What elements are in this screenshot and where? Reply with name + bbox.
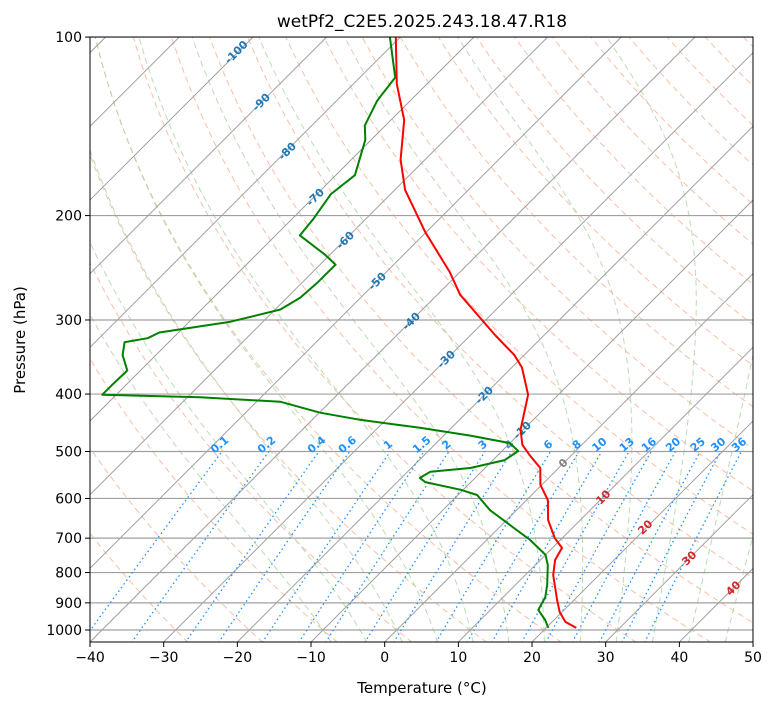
y-axis-label: Pressure (hPa) [11, 286, 29, 394]
isotherm [0, 37, 253, 642]
dry-adiabat [438, 37, 775, 643]
profiles [102, 37, 576, 628]
dry-adiabat [133, 37, 636, 643]
y-tick-label: 800 [55, 566, 82, 582]
mixing-ratio-line [132, 452, 269, 643]
dry-adiabat [515, 37, 775, 643]
isotherm [163, 37, 768, 642]
moist-adiabat [59, 37, 403, 643]
dry-adiabat [705, 37, 775, 643]
x-tick-label: 50 [744, 650, 762, 666]
isotherm [0, 37, 327, 642]
dry-adiabat [171, 37, 711, 643]
plot-frame [90, 37, 753, 642]
background-lines [0, 37, 775, 643]
mixing-ratio-line [365, 452, 485, 643]
x-tick-label: 0 [380, 650, 389, 666]
mixing-ratio-line [599, 452, 700, 643]
mixing-ratio-label: 6 [541, 437, 555, 452]
dry-adiabat [19, 37, 413, 643]
dry-adiabat [0, 37, 338, 643]
x-tick-label: −40 [75, 650, 105, 666]
x-tick-label: 30 [597, 650, 615, 666]
x-tick-label: −30 [149, 650, 179, 666]
x-tick-label: 20 [523, 650, 541, 666]
isotherm [384, 37, 775, 642]
temperature-profile [396, 37, 577, 628]
y-tick-label: 300 [55, 313, 82, 329]
moist-adiabat [27, 37, 367, 643]
y-tick-label: 700 [55, 531, 82, 547]
adiabat-label: 20 [635, 517, 655, 537]
moist-adiabat [95, 37, 438, 643]
dry-adiabat [0, 37, 263, 643]
mixing-ratio-line [572, 452, 675, 643]
y-tick-label: 200 [55, 209, 82, 225]
y-tick-label: 500 [55, 445, 82, 461]
moist-adiabat [139, 37, 474, 643]
y-tick-label: 400 [55, 387, 82, 403]
adiabat-label: -60 [334, 228, 357, 251]
dry-adiabat [553, 37, 775, 643]
moist-adiabat [0, 37, 331, 643]
mixing-ratio-label: 1.5 [410, 434, 433, 456]
adiabat-label: -80 [276, 139, 299, 162]
isotherm [16, 37, 621, 642]
moist-adiabat [345, 37, 583, 643]
dry-adiabat [95, 37, 562, 643]
dry-adiabat [667, 37, 775, 643]
moist-adiabat [607, 37, 697, 643]
x-tick-label: −20 [223, 650, 253, 666]
dry-adiabat [591, 37, 775, 643]
mixing-ratio-label: 0.6 [336, 433, 360, 456]
isotherm [237, 37, 775, 642]
moist-adiabat [458, 37, 632, 643]
dry-adiabat [743, 37, 775, 643]
x-tick-label: −10 [296, 650, 326, 666]
y-tick-label: 600 [55, 491, 82, 507]
mixing-ratio-label: 4 [502, 437, 516, 452]
mixing-ratio-line [262, 452, 390, 643]
x-tick-label: 40 [670, 650, 688, 666]
mixing-ratio-line [394, 452, 512, 643]
x-axis-label: Temperature (°C) [356, 679, 486, 697]
mixing-ratio-label: 8 [570, 437, 584, 452]
isotherm [531, 37, 775, 642]
chart-title: wetPf2_C2E5.2025.243.18.47.R18 [277, 12, 567, 32]
isotherm [89, 37, 694, 642]
isotherm [458, 37, 775, 642]
y-tick-label: 900 [55, 596, 82, 612]
moist-adiabat [689, 37, 775, 643]
mixing-ratio-label: 0.1 [208, 434, 231, 456]
isotherm [0, 37, 400, 642]
mixing-ratio-line [218, 452, 349, 643]
mixing-ratio-line [81, 452, 222, 643]
mixing-ratio-line [299, 452, 424, 643]
adiabat-label: -100 [222, 38, 251, 67]
dry-adiabat [57, 37, 487, 643]
isotherm [752, 37, 775, 642]
mixing-ratio-line [436, 452, 551, 643]
mixing-ratio-label: 2 [439, 437, 453, 452]
moist-adiabat [725, 37, 775, 643]
y-tick-label: 100 [55, 30, 82, 46]
y-tick-label: 1000 [46, 623, 82, 639]
x-tick-label: 10 [449, 650, 467, 666]
mixing-ratio-line [326, 452, 449, 643]
mixing-ratio-line [645, 452, 742, 643]
